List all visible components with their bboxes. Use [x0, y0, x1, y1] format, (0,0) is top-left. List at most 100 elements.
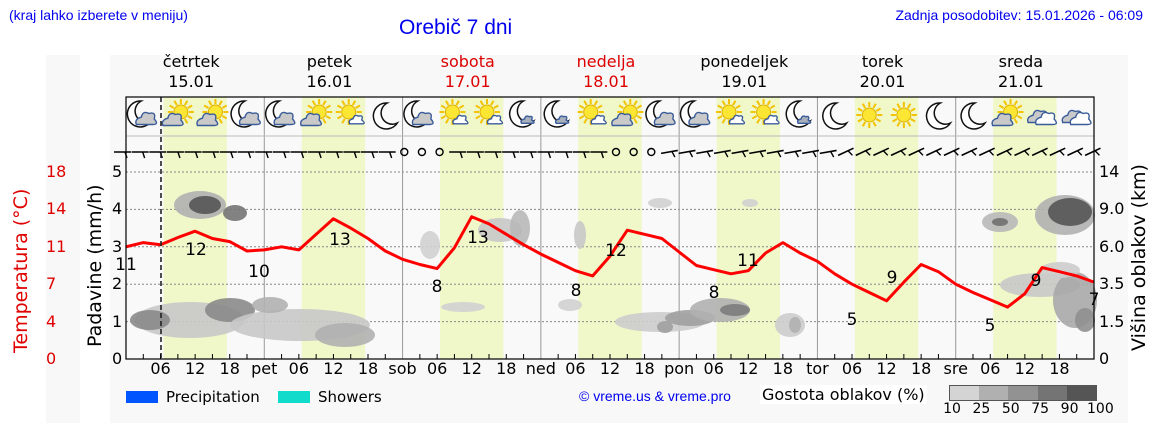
temperature-value-label: 13: [467, 228, 489, 248]
day-header: sobota 17.01: [398, 52, 538, 92]
moon-cloud-icon: [230, 100, 261, 128]
left-axis-panel: [46, 55, 80, 423]
axis-tick-label: 4: [46, 311, 57, 331]
temperature-value-label: 5: [985, 316, 996, 336]
region-hint-link[interactable]: (kraj lahko izberete v meniju): [9, 7, 188, 23]
moon-icon: [822, 102, 849, 130]
cloud-icon: [1027, 109, 1058, 126]
hour-tick-label: 18: [772, 359, 794, 378]
density-tick-label: 100: [1087, 401, 1114, 417]
moon-cloud-icon: [679, 100, 711, 128]
axis-tick-label: 9.0: [1099, 199, 1125, 219]
hour-tick-label: 12: [876, 359, 897, 378]
day-abbr-label: pet: [251, 359, 278, 378]
legend-precipitation: Precipitation: [126, 388, 260, 406]
day-name: nedelja: [576, 52, 636, 71]
temperature-value-label: 5: [847, 310, 858, 330]
density-swatch: [979, 386, 1009, 400]
hour-tick-label: 06: [288, 359, 310, 378]
hour-tick-label: 12: [1014, 359, 1036, 378]
sun-small-cloud-icon: [439, 99, 469, 125]
density-tick-label: 25: [972, 401, 991, 417]
axis-tick-label: 7: [46, 274, 57, 294]
page-title: Orebič 7 dni: [399, 16, 513, 39]
grid-lines: [126, 97, 1094, 359]
sun-cloud-icon: [300, 99, 333, 127]
day-name: sobota: [440, 52, 495, 71]
showers-swatch: [278, 391, 310, 403]
hour-tick-label: 12: [323, 359, 344, 378]
hour-tick-label: 18: [1049, 359, 1070, 378]
moon-cloud-icon: [645, 100, 676, 128]
axis-tick-label: 0: [1099, 349, 1110, 368]
sun-cloud-icon: [161, 99, 194, 127]
hour-tick-label: 18: [357, 359, 379, 378]
axis-tick-label: 14: [46, 199, 67, 219]
credit-link[interactable]: © vreme.us & vreme.pro: [579, 388, 731, 404]
hour-tick-label: 18: [634, 359, 655, 378]
hour-tick-label: 06: [426, 359, 448, 378]
cloud-density-scale: [949, 385, 1097, 401]
axis-tick-label: 1: [112, 311, 123, 331]
day-header: sreda 21.01: [951, 52, 1091, 92]
axis-tick-label: 14: [1099, 162, 1120, 181]
axis-tick-label: 3: [112, 236, 123, 256]
hour-tick-label: 12: [184, 359, 206, 378]
temperature-value-label: 10: [248, 262, 270, 282]
sun-icon: [856, 102, 883, 128]
axis-tick-label: 0: [112, 349, 123, 368]
day-abbr-label: sre: [943, 359, 968, 378]
showers-label: Showers: [318, 388, 382, 406]
day-header: četrtek 15.01: [121, 52, 261, 92]
axis-tick-label: 2: [112, 274, 123, 294]
x-ticks: [142, 354, 1078, 359]
hour-tick-label: 18: [496, 359, 517, 378]
sun-cloud-icon: [611, 99, 644, 127]
temperature-value-label: 12: [185, 240, 207, 260]
sun-small-cloud-icon: [716, 99, 746, 125]
axis-tick-label: 1.5: [1099, 311, 1125, 331]
day-header: torek 20.01: [813, 52, 953, 92]
hour-tick-label: 18: [910, 359, 932, 378]
hour-tick-label: 12: [461, 359, 482, 378]
sun-small-cloud-icon: [474, 99, 504, 125]
day-header: nedelja 18.01: [536, 52, 676, 92]
temperature-value-label: 9: [887, 268, 898, 288]
hour-tick-label: 18: [219, 359, 240, 378]
hour-tick-label: 06: [841, 359, 863, 378]
sun-small-cloud-icon: [750, 99, 780, 125]
cloud-icon: [1061, 109, 1092, 126]
day-date: 19.01: [721, 72, 768, 91]
day-name: ponedeljek: [700, 52, 789, 71]
last-update: Zadnja posodobitev: 15.01.2026 - 06:09: [895, 7, 1143, 23]
day-date: 18.01: [583, 72, 629, 91]
precipitation-swatch: [126, 391, 158, 403]
axis-tick-label: 4: [112, 199, 123, 219]
temperature-value-label: 8: [432, 277, 443, 297]
hour-tick-label: 06: [980, 359, 1001, 378]
moon-icon: [960, 102, 988, 130]
temperature-value-label: 13: [329, 230, 351, 250]
temperature-value-label: 12: [605, 241, 627, 261]
density-swatch: [1037, 386, 1067, 400]
sun-cloud-icon: [196, 99, 229, 127]
day-date: 21.01: [997, 72, 1044, 91]
day-date: 17.01: [444, 72, 491, 91]
density-tick-label: 50: [1001, 401, 1020, 417]
sun-cloud-icon: [991, 99, 1024, 127]
cloud-density-title: Gostota oblakov (%): [760, 385, 927, 404]
moon-cloud-icon: [264, 100, 296, 128]
density-tick-label: 75: [1031, 401, 1050, 417]
temperature-value-label: 11: [737, 251, 759, 271]
day-date: 15.01: [168, 72, 215, 91]
hour-tick-label: 12: [599, 359, 621, 378]
sun-small-cloud-icon: [335, 99, 365, 125]
density-tick-label: 10: [943, 401, 961, 417]
hour-tick-label: 06: [565, 359, 586, 378]
day-abbr-label: tor: [806, 359, 829, 378]
density-tick-label: 90: [1060, 401, 1079, 417]
cloud-density-blobs: [130, 191, 1097, 347]
day-name: petek: [306, 52, 353, 71]
sun-icon: [890, 102, 917, 128]
day-name: sreda: [998, 52, 1044, 71]
